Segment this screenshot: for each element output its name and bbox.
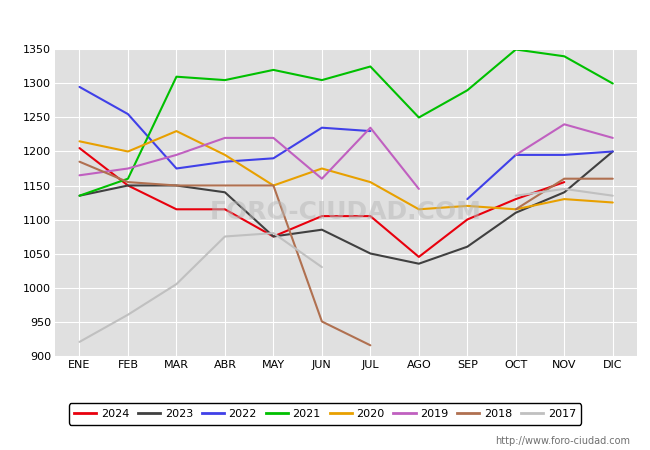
- Text: http://www.foro-ciudad.com: http://www.foro-ciudad.com: [495, 436, 630, 446]
- Text: Afiliados en les Coves de Vinromà a 30/11/2024: Afiliados en les Coves de Vinromà a 30/1…: [133, 14, 517, 29]
- Text: FORO-CIUDAD.COM: FORO-CIUDAD.COM: [210, 200, 482, 224]
- Legend: 2024, 2023, 2022, 2021, 2020, 2019, 2018, 2017: 2024, 2023, 2022, 2021, 2020, 2019, 2018…: [68, 404, 582, 424]
